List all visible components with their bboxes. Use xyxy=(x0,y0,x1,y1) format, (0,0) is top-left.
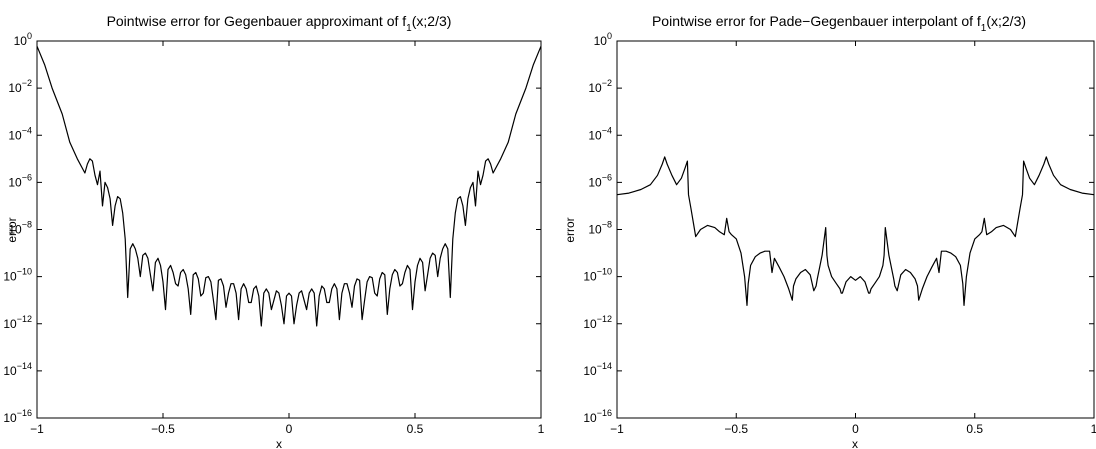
x-tick-label: −1 xyxy=(30,422,44,436)
x-tick-labels: −1 −0.5 0 0.5 1 xyxy=(30,422,545,436)
x-axis-label: x xyxy=(276,437,282,449)
y-tick-labels: 100 10−2 10−4 10−6 10−8 10−10 10−12 10−14 10−16 xyxy=(3,31,32,425)
x-tick-label: −0.5 xyxy=(151,422,175,436)
y-tick-label: 100 xyxy=(14,31,32,48)
x-tick-label: 0.5 xyxy=(966,422,983,436)
chart-title: Pointwise error for Pade−Gegenbauer inte… xyxy=(652,13,1026,34)
y-tick-label: 10−14 xyxy=(3,361,32,378)
ticks xyxy=(616,40,1095,419)
x-tick-label: 1 xyxy=(1091,422,1096,436)
error-line xyxy=(36,45,542,327)
y-tick-label: 10−10 xyxy=(3,267,32,284)
chart-title: Pointwise error for Gegenbauer approxima… xyxy=(107,13,452,34)
y-tick-labels: 100 10−2 10−4 10−6 10−8 10−10 10−12 10−14 10−16 xyxy=(583,31,612,425)
chart-left: Pointwise error for Gegenbauer approxima… xyxy=(3,13,544,449)
y-tick-label: 10−8 xyxy=(8,220,32,237)
series-line xyxy=(36,45,542,327)
plot-frame xyxy=(616,40,1095,419)
y-tick-label: 10−16 xyxy=(583,408,612,425)
y-tick-label: 10−4 xyxy=(588,125,612,142)
x-tick-label: 0 xyxy=(852,422,859,436)
x-axis-label: x xyxy=(852,437,858,449)
y-axis-label: error xyxy=(5,217,19,242)
y-tick-label: 10−2 xyxy=(588,78,612,95)
y-tick-label: 100 xyxy=(594,31,612,48)
chart-right: Pointwise error for Pade−Gegenbauer inte… xyxy=(563,13,1096,449)
x-tick-label: −0.5 xyxy=(724,422,748,436)
y-tick-label: 10−6 xyxy=(8,172,32,189)
x-tick-labels: −1 −0.5 0 0.5 1 xyxy=(610,422,1096,436)
y-tick-label: 10−4 xyxy=(8,125,32,142)
x-tick-label: 0.5 xyxy=(407,422,424,436)
series-line xyxy=(616,156,1095,306)
y-tick-label: 10−12 xyxy=(3,314,32,331)
y-tick-label: 10−16 xyxy=(3,408,32,425)
y-tick-label: 10−8 xyxy=(588,220,612,237)
x-tick-label: 1 xyxy=(538,422,545,436)
y-axis-label: error xyxy=(563,217,577,242)
ticks xyxy=(36,40,542,419)
plot-frame xyxy=(36,40,542,419)
y-tick-label: 10−12 xyxy=(583,314,612,331)
x-tick-label: −1 xyxy=(610,422,624,436)
x-tick-label: 0 xyxy=(286,422,293,436)
y-tick-label: 10−2 xyxy=(8,78,32,95)
y-tick-label: 10−6 xyxy=(588,172,612,189)
error-line xyxy=(616,156,1095,306)
y-tick-label: 10−14 xyxy=(583,361,612,378)
y-tick-label: 10−10 xyxy=(583,267,612,284)
